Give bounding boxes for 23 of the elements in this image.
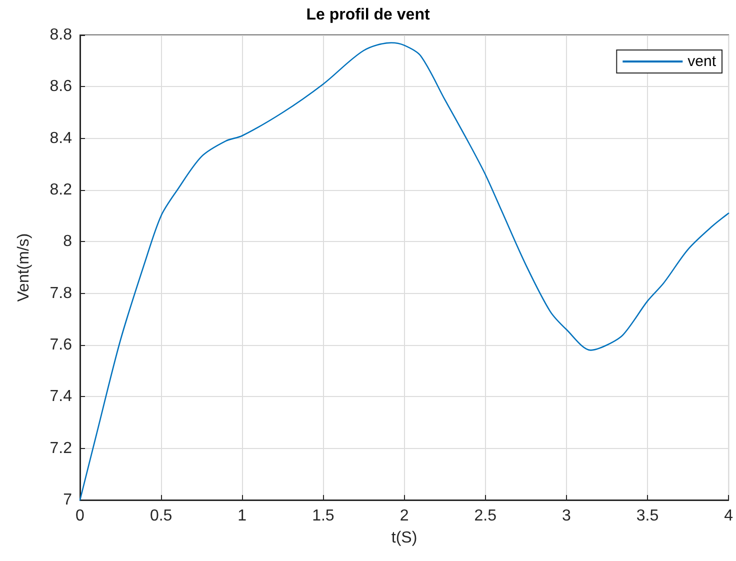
y-tick-label: 8.8 <box>50 26 72 44</box>
x-tick-label: 0 <box>76 508 85 524</box>
x-tick-label: 0.5 <box>150 508 172 524</box>
legend-label: vent <box>688 53 717 70</box>
x-tick-label: 1 <box>238 508 247 524</box>
y-tick-label: 7.8 <box>50 284 72 302</box>
y-tick-label: 7 <box>63 492 72 508</box>
x-tick-label: 2.5 <box>474 508 497 524</box>
chart-title: Le profil de vent <box>306 6 430 24</box>
y-tick-label: 8 <box>63 233 72 250</box>
x-axis-title: t(S) <box>391 530 418 546</box>
x-tick-label: 2 <box>400 508 409 524</box>
y-tick-label: 8.2 <box>50 182 72 198</box>
y-tick-label: 8.4 <box>50 130 72 147</box>
y-tick-label: 7.6 <box>50 336 72 354</box>
y-tick-label: 8.6 <box>50 78 72 96</box>
x-tick-label: 3 <box>562 508 571 524</box>
y-axis-title: Vent(m/s) <box>16 233 32 302</box>
x-tick-label: 3.5 <box>636 508 659 524</box>
y-tick-label: 7.4 <box>50 388 72 406</box>
x-tick-label: 4 <box>724 508 734 524</box>
x-tick-label: 1.5 <box>312 508 334 524</box>
y-tick-label: 7.2 <box>50 440 72 457</box>
